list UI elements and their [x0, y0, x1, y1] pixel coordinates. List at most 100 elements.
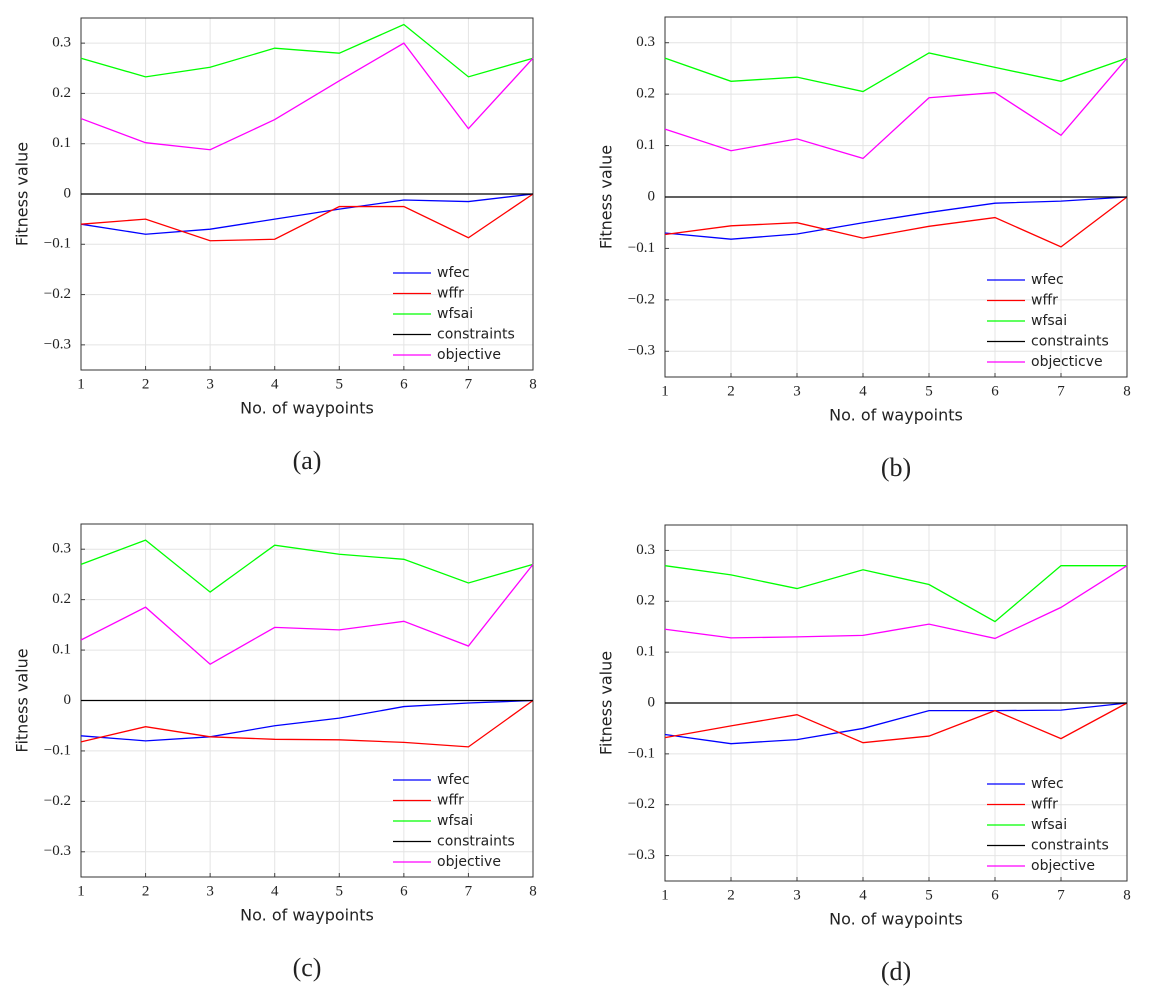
y-tick-label: −0.3	[628, 343, 655, 359]
series-line	[80, 699, 534, 742]
x-axis-label: No. of waypoints	[829, 910, 963, 929]
caption: (b)	[881, 453, 911, 482]
y-tick-label: −0.2	[44, 286, 71, 302]
series-line	[664, 52, 1128, 93]
legend-label: wfec	[437, 265, 470, 281]
x-axis-label: No. of waypoints	[240, 399, 374, 418]
legend-label: wffr	[437, 286, 464, 302]
x-tick-label: 3	[793, 887, 801, 903]
y-tick-label: −0.1	[628, 240, 655, 256]
x-tick-label: 3	[206, 376, 214, 392]
x-tick-label: 2	[727, 383, 735, 399]
series-line	[664, 702, 1128, 745]
legend-label: wfec	[1031, 776, 1064, 792]
y-tick-label: −0.1	[44, 236, 71, 252]
legend-label: wfsai	[1031, 313, 1067, 329]
y-axis-label: Fitness value	[597, 145, 616, 249]
x-tick-label: 6	[991, 383, 999, 399]
series-line	[80, 193, 534, 235]
legend-label: objective	[437, 347, 501, 363]
y-tick-label: 0.3	[636, 34, 655, 50]
series-line	[664, 57, 1128, 160]
x-tick-label: 7	[465, 376, 473, 392]
x-tick-label: 4	[271, 883, 279, 899]
series-line	[80, 193, 534, 242]
x-tick-label: 1	[77, 883, 85, 899]
y-tick-label: 0.2	[636, 593, 655, 609]
series-line	[664, 196, 1128, 248]
x-axis-label: No. of waypoints	[240, 906, 374, 925]
y-tick-label: 0.2	[52, 591, 71, 607]
y-tick-label: 0.2	[52, 85, 71, 101]
y-tick-label: 0.3	[52, 35, 71, 51]
caption: (d)	[881, 957, 911, 986]
y-axis-label: Fitness value	[597, 651, 616, 755]
legend-label: wffr	[437, 793, 464, 809]
y-tick-label: 0	[648, 694, 656, 710]
y-tick-label: 0.1	[636, 644, 655, 660]
y-tick-label: −0.3	[628, 847, 655, 863]
legend-label: wffr	[1031, 797, 1058, 813]
x-tick-label: 6	[991, 887, 999, 903]
series-line	[80, 23, 534, 78]
legend-label: constraints	[1031, 838, 1109, 854]
x-tick-label: 8	[1123, 383, 1131, 399]
x-tick-label: 8	[529, 376, 537, 392]
x-tick-label: 6	[400, 883, 408, 899]
x-tick-label: 2	[142, 376, 150, 392]
series-line	[80, 42, 534, 151]
y-axis-label: Fitness value	[13, 142, 32, 246]
series-line	[80, 563, 534, 665]
y-tick-label: 0.2	[636, 86, 655, 102]
x-tick-label: 3	[206, 883, 214, 899]
legend-label: wfsai	[437, 813, 473, 829]
y-tick-label: 0.1	[636, 137, 655, 153]
x-tick-label: 1	[661, 383, 669, 399]
legend-label: constraints	[437, 834, 515, 850]
legend-label: objective	[1031, 858, 1095, 874]
y-tick-label: 0.1	[52, 135, 71, 151]
series-line	[664, 565, 1128, 640]
legend-label: wfec	[437, 772, 470, 788]
y-tick-label: −0.1	[44, 742, 71, 758]
y-tick-label: −0.1	[628, 745, 655, 761]
series-line	[664, 196, 1128, 240]
legend-label: wfsai	[437, 306, 473, 322]
x-tick-label: 2	[727, 887, 735, 903]
legend-label: wfsai	[1031, 817, 1067, 833]
legend-label: objecticve	[1031, 354, 1103, 370]
x-tick-label: 7	[1057, 383, 1065, 399]
x-tick-label: 5	[925, 887, 933, 903]
legend-label: constraints	[437, 327, 515, 343]
x-tick-label: 5	[336, 883, 344, 899]
x-tick-label: 2	[142, 883, 150, 899]
x-tick-label: 5	[336, 376, 344, 392]
x-tick-label: 4	[859, 383, 867, 399]
series-line	[80, 539, 534, 593]
y-tick-label: 0.1	[52, 642, 71, 658]
y-axis-label: Fitness value	[13, 648, 32, 752]
x-tick-label: 4	[859, 887, 867, 903]
y-tick-label: −0.2	[44, 793, 71, 809]
x-tick-label: 7	[1057, 887, 1065, 903]
y-tick-label: 0.3	[52, 541, 71, 557]
y-tick-label: −0.2	[628, 796, 655, 812]
x-tick-label: 4	[271, 376, 279, 392]
series-line	[664, 702, 1128, 744]
series-line	[80, 699, 534, 748]
y-tick-label: −0.3	[44, 336, 71, 352]
x-tick-label: 7	[465, 883, 473, 899]
y-tick-label: 0	[648, 188, 656, 204]
x-axis-label: No. of waypoints	[829, 406, 963, 425]
x-tick-label: 6	[400, 376, 408, 392]
caption: (a)	[293, 446, 322, 475]
series-line	[664, 565, 1127, 623]
y-tick-label: −0.2	[628, 291, 655, 307]
x-tick-label: 1	[77, 376, 85, 392]
legend-label: wfec	[1031, 272, 1064, 288]
y-tick-label: 0	[64, 692, 72, 708]
x-tick-label: 8	[1123, 887, 1131, 903]
legend-label: constraints	[1031, 334, 1109, 350]
legend-label: wffr	[1031, 293, 1058, 309]
